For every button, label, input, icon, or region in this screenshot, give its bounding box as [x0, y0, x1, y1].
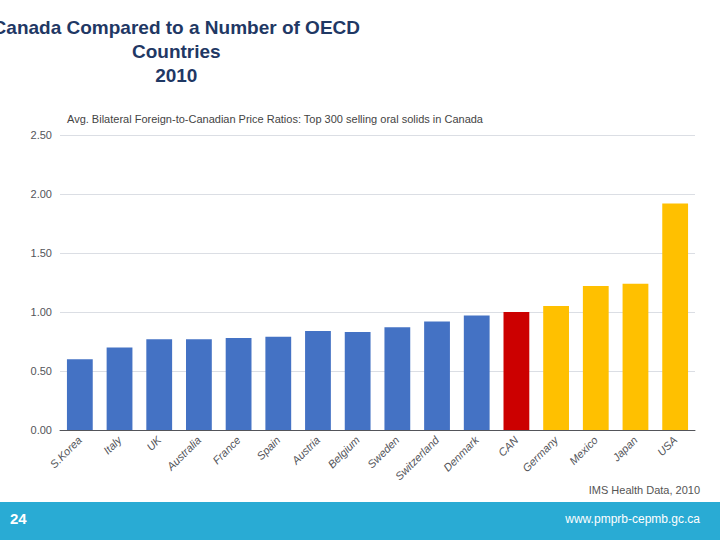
svg-text:France: France [210, 434, 243, 467]
svg-text:1.50: 1.50 [31, 247, 52, 259]
svg-text:2.00: 2.00 [31, 188, 52, 200]
svg-text:Belgium: Belgium [325, 434, 362, 471]
svg-text:Japan: Japan [609, 434, 639, 464]
svg-text:Switzerland: Switzerland [393, 433, 442, 482]
svg-text:Italy: Italy [101, 433, 125, 457]
svg-text:2010: 2010 [155, 65, 197, 86]
svg-text:2.50: 2.50 [31, 129, 52, 141]
svg-text:www.pmprb-cepmb.gc.ca: www.pmprb-cepmb.gc.ca [564, 512, 700, 526]
svg-text:Avg. Bilateral Foreign-to-Cana: Avg. Bilateral Foreign-to-Canadian Price… [67, 113, 484, 125]
svg-text:Spain: Spain [254, 434, 282, 462]
svg-text:IMS Health Data, 2010: IMS Health Data, 2010 [589, 484, 700, 496]
svg-text:CAN: CAN [496, 434, 521, 459]
svg-text:24: 24 [10, 510, 27, 527]
svg-text:1.00: 1.00 [31, 306, 52, 318]
svg-text:S.Korea: S.Korea [48, 434, 85, 471]
svg-text:0.00: 0.00 [31, 424, 52, 436]
svg-text:Austria: Austria [289, 434, 322, 467]
svg-text:UK: UK [144, 433, 164, 453]
svg-text:Countries: Countries [132, 41, 221, 62]
svg-text:Denmark: Denmark [441, 433, 481, 473]
svg-text:Canada Compared to a Number of: Canada Compared to a Number of OECD [0, 17, 360, 38]
svg-text:Germany: Germany [520, 433, 561, 474]
svg-text:Mexico: Mexico [567, 434, 600, 467]
svg-text:0.50: 0.50 [31, 365, 52, 377]
svg-text:USA: USA [655, 434, 679, 458]
svg-text:Australia: Australia [164, 434, 203, 473]
svg-text:Sweden: Sweden [365, 434, 402, 471]
